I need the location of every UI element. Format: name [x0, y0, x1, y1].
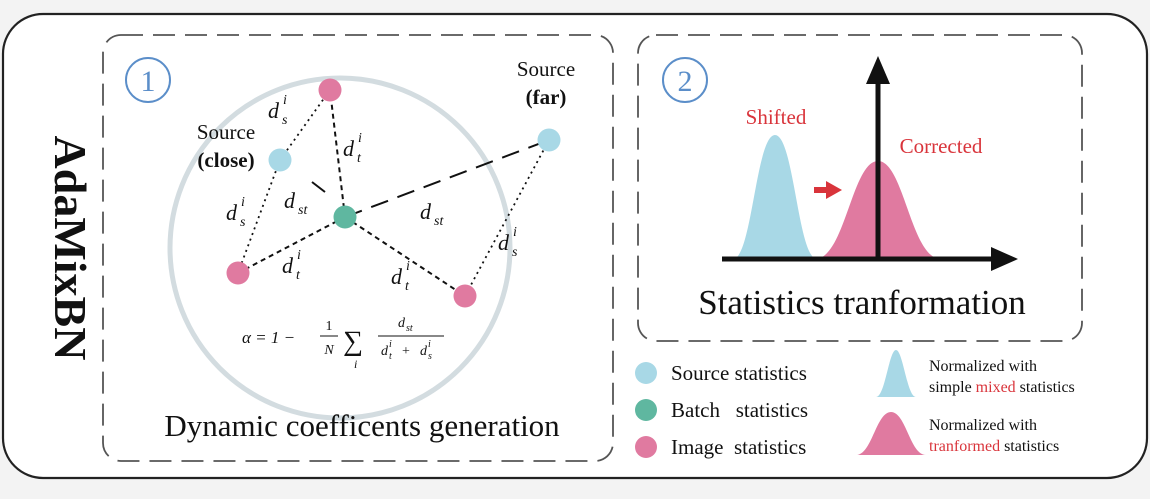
formula-sum-index: i: [354, 357, 357, 371]
y-axis-arrowhead: [866, 56, 890, 84]
formula-num-d: d: [398, 316, 406, 331]
legend-mixed-highlight: mixed: [976, 379, 1016, 396]
source-far-tag: (far): [526, 85, 567, 109]
legend-mixed-post: statistics: [1016, 379, 1075, 396]
batch-node: [333, 205, 357, 229]
dist-s-top-sub: s: [282, 113, 288, 128]
edge-batch-source-far: [344, 139, 550, 218]
legend-mixed-curve: [876, 350, 916, 397]
legend-trans-highlight: tranformed: [929, 438, 1000, 455]
dist-t-right-sub: t: [405, 279, 410, 294]
shifted-label: Shifted: [746, 105, 807, 129]
dist-t-left-sup: i: [297, 248, 301, 263]
dist-st-far-d: d: [420, 199, 432, 224]
outer-frame: [1, 12, 1149, 480]
dist-t-left-d: d: [282, 253, 294, 278]
source-node-far: [537, 128, 561, 152]
shifted-distribution: [733, 135, 817, 259]
legend-batch-label: Batch statistics: [671, 398, 808, 422]
dist-t-top-sub: t: [357, 151, 362, 166]
dist-st-close-d: d: [284, 188, 296, 213]
dist-st-close-sub: st: [298, 203, 308, 218]
image-node-top: [318, 78, 342, 102]
edge-batch-image-top: [329, 89, 346, 218]
dist-s-left-sub: s: [240, 215, 246, 230]
edge-batch-source-close: [311, 181, 326, 193]
legend-mixed-pre: simple: [929, 379, 976, 396]
dist-t-right-sup: i: [406, 259, 410, 274]
panel2-caption: Statistics tranformation: [698, 283, 1026, 322]
dist-st-far-sub: st: [434, 214, 444, 229]
dist-t-top-d: d: [343, 136, 355, 161]
formula-lhs: α = 1 −: [242, 328, 295, 347]
dist-s-top-sup: i: [283, 93, 287, 108]
dist-t-right-d: d: [391, 264, 403, 289]
formula-den-sup1: i: [389, 339, 392, 350]
formula-den-sub2: s: [428, 351, 432, 362]
dist-s-left-d: d: [226, 200, 238, 225]
source-far-label: Source: [517, 57, 575, 81]
source-close-tag: (close): [197, 148, 254, 172]
formula-sum: ∑: [343, 326, 363, 357]
step2-badge: [662, 57, 708, 103]
formula-den-sup2: i: [428, 339, 431, 350]
formula-den-plus: +: [402, 344, 410, 359]
panel1-caption: Dynamic coefficents generation: [164, 408, 560, 443]
image-node-left: [226, 261, 250, 285]
dist-s-right-d: d: [498, 230, 510, 255]
legend-image-label: Image statistics: [671, 435, 806, 459]
legend-trans-line1: Normalized with: [929, 417, 1037, 434]
panel1-frame: [102, 34, 614, 462]
edge-source-close-image-top: [279, 89, 331, 161]
dist-s-right-sup: i: [513, 225, 517, 240]
alpha-formula: α = 1 − 1 N ∑ i d st d t i + d s i: [242, 316, 444, 371]
edge-source-close-image-left: [237, 159, 281, 274]
formula-den-d2: d: [420, 344, 428, 359]
step1-badge: [125, 57, 171, 103]
legend-source-swatch: [635, 362, 657, 384]
legend-mixed-line2: simple mixed statistics: [929, 379, 1075, 396]
dist-s-right-sub: s: [512, 245, 518, 260]
x-axis-arrowhead: [991, 247, 1018, 271]
formula-den-sub1: t: [389, 351, 392, 362]
formula-frac1-num: 1: [326, 319, 333, 334]
edge-batch-image-right: [344, 216, 466, 297]
formula-den-d1: d: [381, 344, 389, 359]
method-title: AdaMixBN: [45, 136, 96, 361]
image-node-right: [453, 284, 477, 308]
formula-frac1-den: N: [323, 343, 334, 358]
legend-trans-post: statistics: [1000, 438, 1059, 455]
dist-t-left-sub: t: [296, 268, 301, 283]
source-close-label: Source: [197, 120, 255, 144]
legend-source-label: Source statistics: [671, 361, 807, 385]
step2-number: 2: [678, 65, 693, 98]
legend-mixed-line1: Normalized with: [929, 358, 1037, 375]
distance-edges: [237, 89, 550, 297]
dist-s-top-d: d: [268, 98, 280, 123]
legend-transformed-curve: [856, 412, 926, 455]
corrected-label: Corrected: [900, 134, 983, 158]
shift-arrow-head: [826, 181, 842, 199]
legend-batch-swatch: [635, 399, 657, 421]
edge-batch-image-left: [237, 216, 346, 274]
legend-trans-line2: tranformed statistics: [929, 438, 1059, 455]
panel2-frame: [637, 34, 1083, 342]
formula-num-sub: st: [406, 323, 413, 334]
dist-s-left-sup: i: [241, 195, 245, 210]
legend-image-swatch: [635, 436, 657, 458]
domain-ring: [167, 75, 513, 421]
step1-number: 1: [141, 65, 156, 98]
source-node-close: [268, 148, 292, 172]
dist-t-top-sup: i: [358, 131, 362, 146]
